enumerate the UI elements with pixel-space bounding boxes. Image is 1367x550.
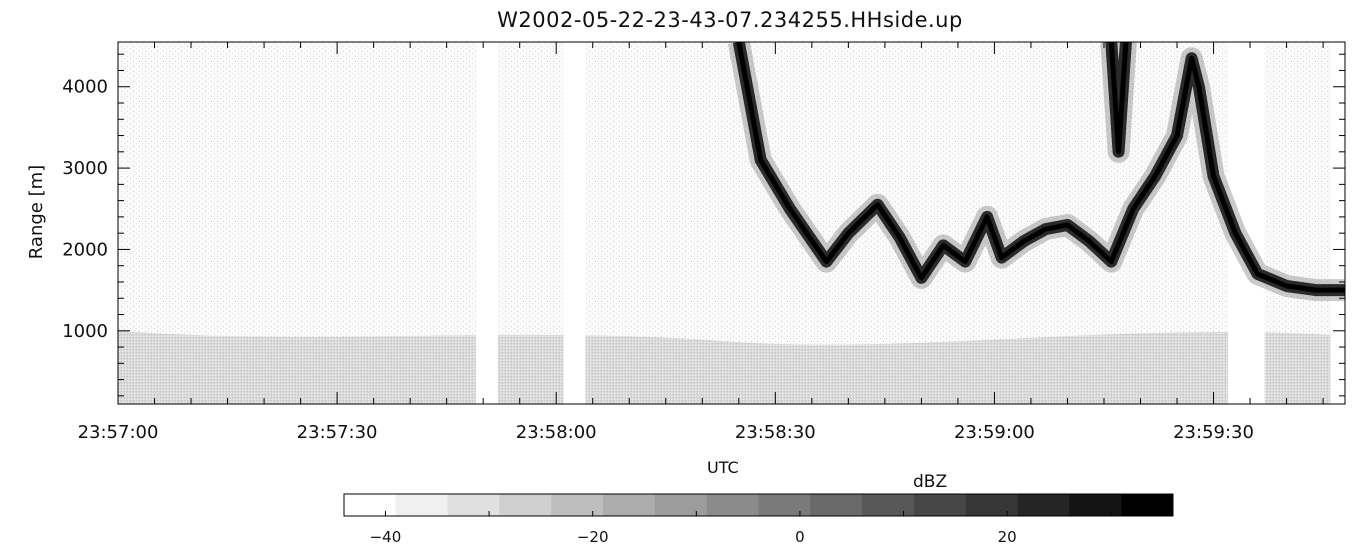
secondary-echo-core	[1108, 42, 1129, 155]
strong-echo-layer-core	[736, 42, 1345, 293]
colorbar-swatch	[1121, 494, 1174, 516]
x-tick-label: 23:59:30	[1173, 422, 1254, 443]
colorbar-swatch	[1017, 494, 1070, 516]
x-tick-label: 23:59:00	[954, 422, 1035, 443]
colorbar-swatch	[706, 494, 759, 516]
chart-title: W2002-05-22-23-43-07.234255.HHside.up	[497, 8, 963, 32]
blank-column	[563, 42, 586, 404]
y-tick-label: 2000	[62, 239, 108, 260]
blank-column	[475, 42, 498, 404]
x-tick-label: 23:57:30	[297, 422, 378, 443]
low-clutter-band	[118, 330, 1345, 404]
colorbar-swatch	[758, 494, 811, 516]
colorbar-tick-label: −20	[577, 528, 609, 546]
colorbar-swatch	[913, 494, 967, 516]
plot-frame	[117, 41, 1346, 405]
colorbar-frame	[343, 493, 1174, 517]
y-tick-label: 4000	[62, 77, 108, 98]
colorbar-swatch	[862, 494, 915, 516]
x-axis-label: UTC	[707, 458, 739, 477]
colorbar-label: dBZ	[913, 472, 948, 492]
colorbar-tick-label: −40	[370, 528, 402, 546]
colorbar-swatch	[395, 494, 449, 516]
colorbar-swatch	[1069, 494, 1122, 516]
y-axis-label: Range [m]	[26, 164, 47, 260]
colorbar-swatch	[810, 494, 863, 516]
x-tick-label: 23:57:00	[78, 422, 159, 443]
colorbar-swatch	[965, 494, 1019, 516]
colorbar-swatch	[344, 494, 397, 516]
colorbar-tick-label: 20	[998, 528, 1017, 546]
y-tick-label: 3000	[62, 158, 108, 179]
colorbar-swatch	[603, 494, 656, 516]
colorbar-swatch	[654, 494, 708, 516]
colorbar-swatch	[499, 494, 552, 516]
plot-area	[118, 42, 1345, 404]
x-tick-label: 23:58:30	[735, 422, 816, 443]
blank-column	[1330, 42, 1345, 404]
colorbar-tick-label: 0	[795, 528, 805, 546]
x-tick-label: 23:58:00	[516, 422, 597, 443]
y-tick-label: 1000	[62, 321, 108, 342]
colorbar-swatch	[447, 494, 500, 516]
colorbar-swatch	[551, 494, 604, 516]
